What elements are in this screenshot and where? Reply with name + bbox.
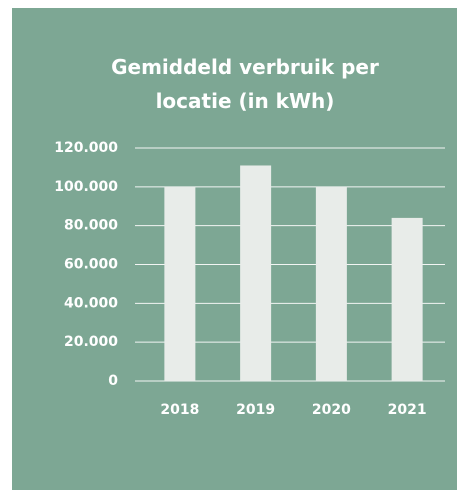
panel	[12, 8, 457, 490]
bar	[315, 186, 347, 381]
x-tick-label: 2021	[388, 402, 427, 418]
x-tick-label: 2018	[160, 402, 199, 418]
y-tick-label: 20.000	[64, 334, 118, 350]
bar	[164, 186, 196, 381]
chart-title: Gemiddeld verbruik per locatie (in kWh)	[111, 55, 379, 113]
y-tick-label: 100.000	[54, 179, 118, 195]
y-tick-label: 0	[108, 373, 118, 389]
y-tick-label: 60.000	[64, 257, 118, 273]
y-tick-label: 80.000	[64, 218, 118, 234]
x-tick-label: 2020	[312, 402, 351, 418]
x-tick-label: 2019	[236, 402, 275, 418]
y-tick-label: 40.000	[64, 295, 118, 311]
bar	[240, 165, 272, 381]
y-tick-label: 120.000	[54, 140, 118, 156]
bar	[391, 217, 423, 381]
